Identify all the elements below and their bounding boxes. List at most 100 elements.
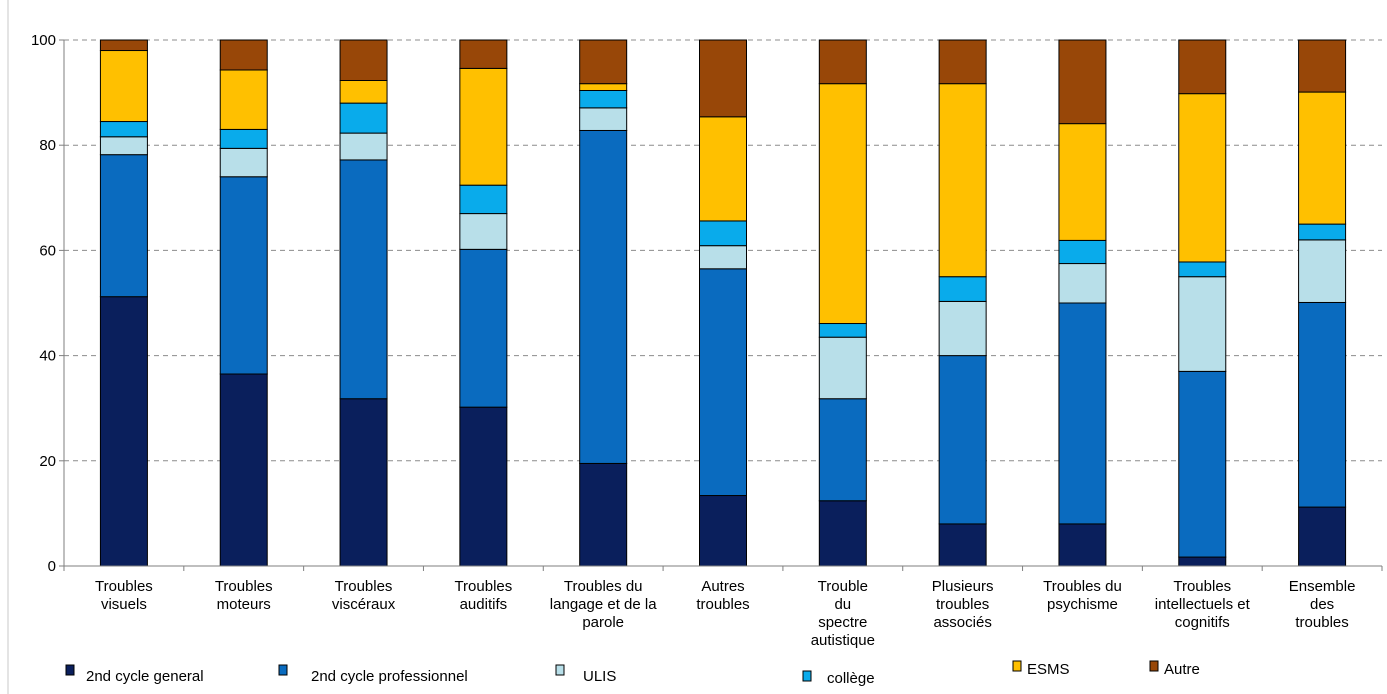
- x-category-label: Troubles intellectuels et cognitifs: [1155, 578, 1251, 631]
- legend-swatch: [802, 670, 812, 682]
- y-tick-label: 20: [39, 453, 56, 470]
- x-category-label: Autres troubles: [696, 578, 749, 613]
- legend-swatch: [1149, 660, 1159, 672]
- x-category-label: Troubles du langage et de la parole: [550, 578, 657, 631]
- y-tick-label: 80: [39, 137, 56, 154]
- bar-segment: [459, 248, 508, 408]
- bar-segment: [99, 121, 148, 138]
- legend-label: 2nd cycle general: [86, 668, 204, 685]
- y-tick-label: 60: [39, 242, 56, 259]
- bar-segment: [579, 462, 628, 567]
- bar-segment: [459, 184, 508, 215]
- bar-segment: [699, 268, 747, 497]
- bar-segment: [339, 39, 388, 81]
- bar-segment: [1178, 93, 1227, 263]
- bar-segment: [1178, 556, 1227, 567]
- bar-segment: [339, 102, 388, 134]
- bar-segment: [1298, 91, 1347, 225]
- bar-segment: [99, 39, 148, 52]
- bar-segment: [219, 69, 268, 130]
- bar-segment: [699, 245, 747, 270]
- bar-segment: [579, 129, 628, 464]
- bar-segment: [99, 154, 148, 298]
- bar-segment: [818, 500, 867, 567]
- bar-segment: [699, 39, 747, 118]
- bar-segment: [938, 39, 987, 85]
- y-tick-label: 100: [31, 32, 56, 49]
- bar-segment: [339, 159, 388, 400]
- y-tick-label: 40: [39, 348, 56, 365]
- bar-segment: [818, 323, 867, 338]
- bar-segment: [579, 90, 628, 109]
- bar-segment: [1178, 370, 1227, 558]
- legend-swatch: [1012, 660, 1022, 672]
- bar-segment: [219, 176, 268, 375]
- bar-segment: [938, 300, 987, 357]
- y-tick-label: 0: [48, 558, 56, 575]
- bar-segment: [339, 132, 388, 161]
- bar-segment: [459, 67, 508, 186]
- x-category-label: Ensemble des troubles: [1289, 578, 1356, 631]
- bar-segment: [1298, 239, 1347, 303]
- bar-segment: [699, 116, 747, 222]
- bar-segment: [579, 107, 628, 131]
- bar-segment: [938, 523, 987, 567]
- bar-segment: [1298, 39, 1347, 93]
- bar-segment: [699, 220, 747, 247]
- bar-segment: [1298, 301, 1347, 508]
- bar-segment: [1058, 302, 1107, 525]
- x-category-label: Troubles du psychisme: [1043, 578, 1122, 613]
- legend-label: ULIS: [583, 668, 616, 685]
- bar-segment: [818, 336, 867, 400]
- bar-segment: [219, 128, 268, 149]
- bar-segment: [219, 39, 268, 71]
- bar-segment: [459, 213, 508, 250]
- bar-segment: [1298, 506, 1347, 567]
- bar-segment: [1178, 39, 1227, 95]
- legend-swatch: [555, 664, 565, 676]
- legend-label: 2nd cycle professionnel: [311, 668, 468, 685]
- bar-segment: [818, 39, 867, 85]
- category-labels: Troubles visuels Troubles moteurs Troubles vi…: [95, 578, 1355, 649]
- x-category-label: Troubles visuels: [95, 578, 153, 613]
- legend-swatch: [65, 664, 75, 676]
- bar-segment: [1178, 276, 1227, 372]
- bar-segment: [579, 39, 628, 85]
- bar-segment: [1298, 223, 1347, 241]
- bar-segment: [818, 83, 867, 325]
- bar-segment: [699, 495, 747, 567]
- bar-segment: [1058, 123, 1107, 241]
- bar-segment: [1058, 263, 1107, 304]
- bar-segment: [818, 398, 867, 502]
- axes: 0 20 40 60 80 100: [31, 32, 1383, 575]
- bar-segment: [219, 147, 268, 178]
- legend-label: collège: [827, 670, 875, 687]
- bars: [99, 39, 1347, 567]
- bar-segment: [459, 406, 508, 567]
- bar-segment: [938, 355, 987, 525]
- bar-segment: [1178, 261, 1227, 278]
- bar-segment: [339, 80, 388, 104]
- legend-label: Autre: [1164, 661, 1200, 678]
- bar-segment: [219, 373, 268, 567]
- bar-segment: [1058, 239, 1107, 265]
- bar-segment: [459, 39, 508, 69]
- bar-segment: [99, 136, 148, 156]
- bar-segment: [99, 296, 148, 567]
- legend-label: ESMS: [1027, 661, 1070, 678]
- bar-segment: [339, 398, 388, 567]
- x-category-label: Trouble du spectre autistique: [811, 578, 875, 649]
- x-category-label: Troubles auditifs: [454, 578, 512, 613]
- bar-segment: [938, 83, 987, 278]
- bar-segment: [579, 83, 628, 92]
- bar-segment: [1058, 39, 1107, 125]
- bar-segment: [99, 50, 148, 123]
- x-category-label: Plusieurs troubles associés: [932, 578, 994, 631]
- x-category-label: Troubles viscéraux: [332, 578, 396, 613]
- bar-segment: [1058, 523, 1107, 567]
- legend-swatch: [278, 664, 288, 676]
- x-category-label: Troubles moteurs: [215, 578, 273, 613]
- legend: 2nd cycle general 2nd cycle professionnel…: [65, 660, 1200, 687]
